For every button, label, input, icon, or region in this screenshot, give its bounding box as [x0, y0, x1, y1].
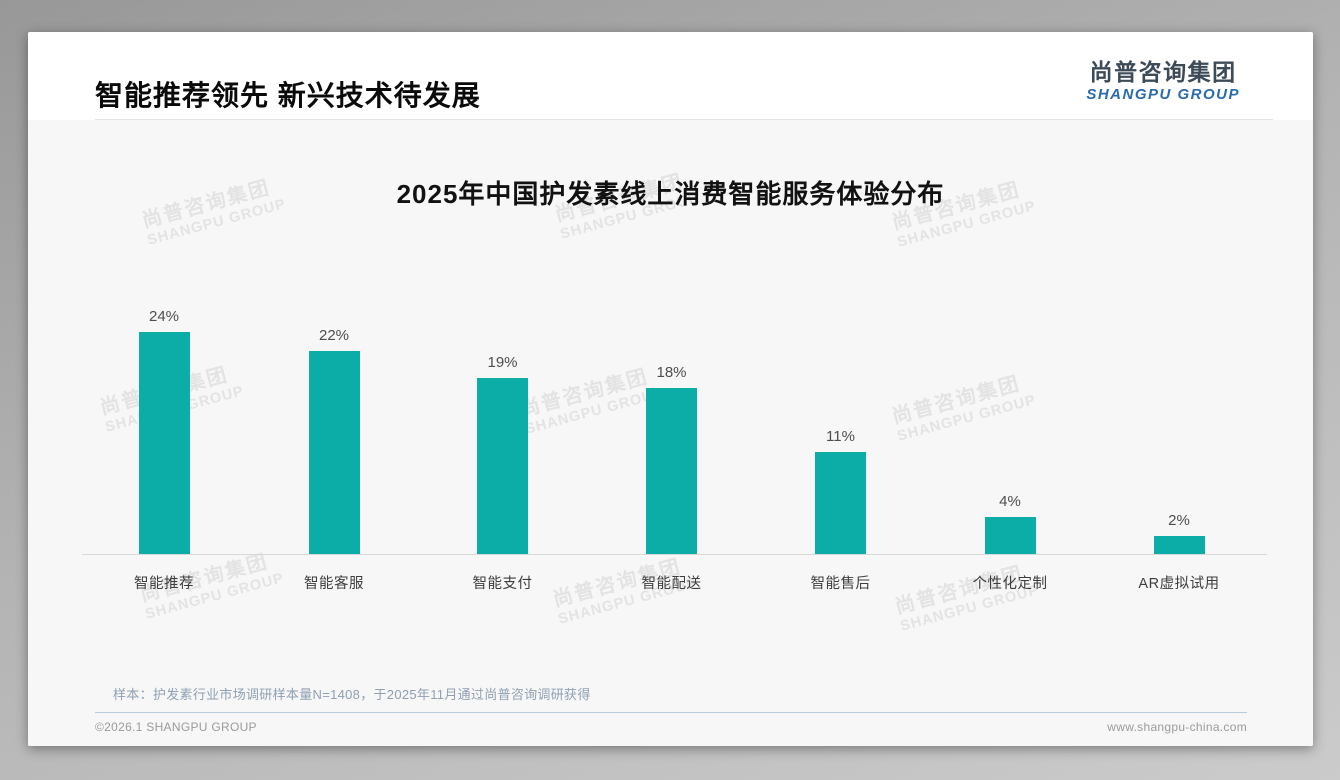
slide-card: 智能推荐领先 新兴技术待发展 尚普咨询集团 SHANGPU GROUP 尚普咨询… — [28, 32, 1313, 746]
bar — [308, 350, 360, 554]
bar — [138, 332, 190, 554]
category-label: 智能客服 — [304, 576, 364, 592]
bar — [1153, 535, 1205, 554]
bar-value-label: 18% — [656, 363, 687, 381]
category-label: 个性化定制 — [972, 576, 1048, 592]
bar-chart-plot: 24% 智能推荐 22% 智能客服 19% 智能支付 18% 智能配送 11% 智能售后 4% 个性化… — [28, 120, 1313, 746]
x-axis-line — [82, 554, 1267, 555]
footer-divider — [95, 712, 1247, 713]
sample-note: 样本：护发素行业市场调研样本量N=1408，于2025年11月通过尚普咨询调研获… — [113, 687, 591, 702]
chart-title: 2025年中国护发素线上消费智能服务体验分布 — [396, 179, 945, 209]
bar-value-label: 22% — [318, 326, 350, 344]
company-logo: 尚普咨询集团 SHANGPU GROUP — [1086, 59, 1240, 103]
bar — [646, 387, 697, 554]
bar-value-label: 2% — [1168, 511, 1190, 529]
category-label: 智能推荐 — [134, 576, 194, 592]
category-label: 智能配送 — [641, 576, 702, 592]
logo-chinese-name: 尚普咨询集团 — [1089, 59, 1237, 85]
page-title: 智能推荐领先 新兴技术待发展 — [95, 80, 481, 111]
bar-value-label: 19% — [487, 354, 518, 372]
bar — [477, 378, 528, 554]
footer-copyright: ©2026.1 SHANGPU GROUP — [95, 720, 257, 734]
footer-website: www.shangpu-china.com — [1107, 720, 1247, 734]
bar — [984, 517, 1036, 554]
logo-english-name: SHANGPU GROUP — [1086, 86, 1240, 103]
category-label: 智能支付 — [472, 576, 533, 592]
header-divider — [95, 119, 1273, 120]
bar-value-label: 11% — [826, 428, 855, 446]
bar — [815, 452, 866, 554]
category-label: AR虚拟试用 — [1138, 576, 1220, 592]
category-label: 智能售后 — [810, 576, 871, 592]
slide-header: 智能推荐领先 新兴技术待发展 尚普咨询集团 SHANGPU GROUP — [28, 32, 1313, 119]
chart-area: 尚普咨询集团 SHANGPU GROUP 尚普咨询集团 SHANGPU GROUP 尚普… — [28, 120, 1313, 746]
bar-value-label: 4% — [999, 493, 1021, 510]
bar-value-label: 24% — [148, 308, 180, 325]
